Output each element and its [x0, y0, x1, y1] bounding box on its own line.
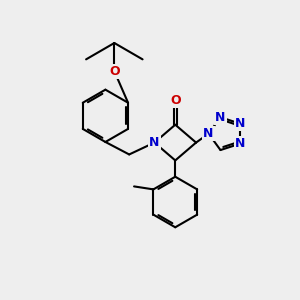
Text: N: N: [149, 136, 160, 149]
Text: N: N: [215, 111, 226, 124]
Text: N: N: [235, 117, 245, 130]
Text: N: N: [203, 127, 214, 140]
Text: O: O: [170, 94, 181, 107]
Text: N: N: [235, 137, 245, 150]
Text: O: O: [109, 65, 120, 78]
